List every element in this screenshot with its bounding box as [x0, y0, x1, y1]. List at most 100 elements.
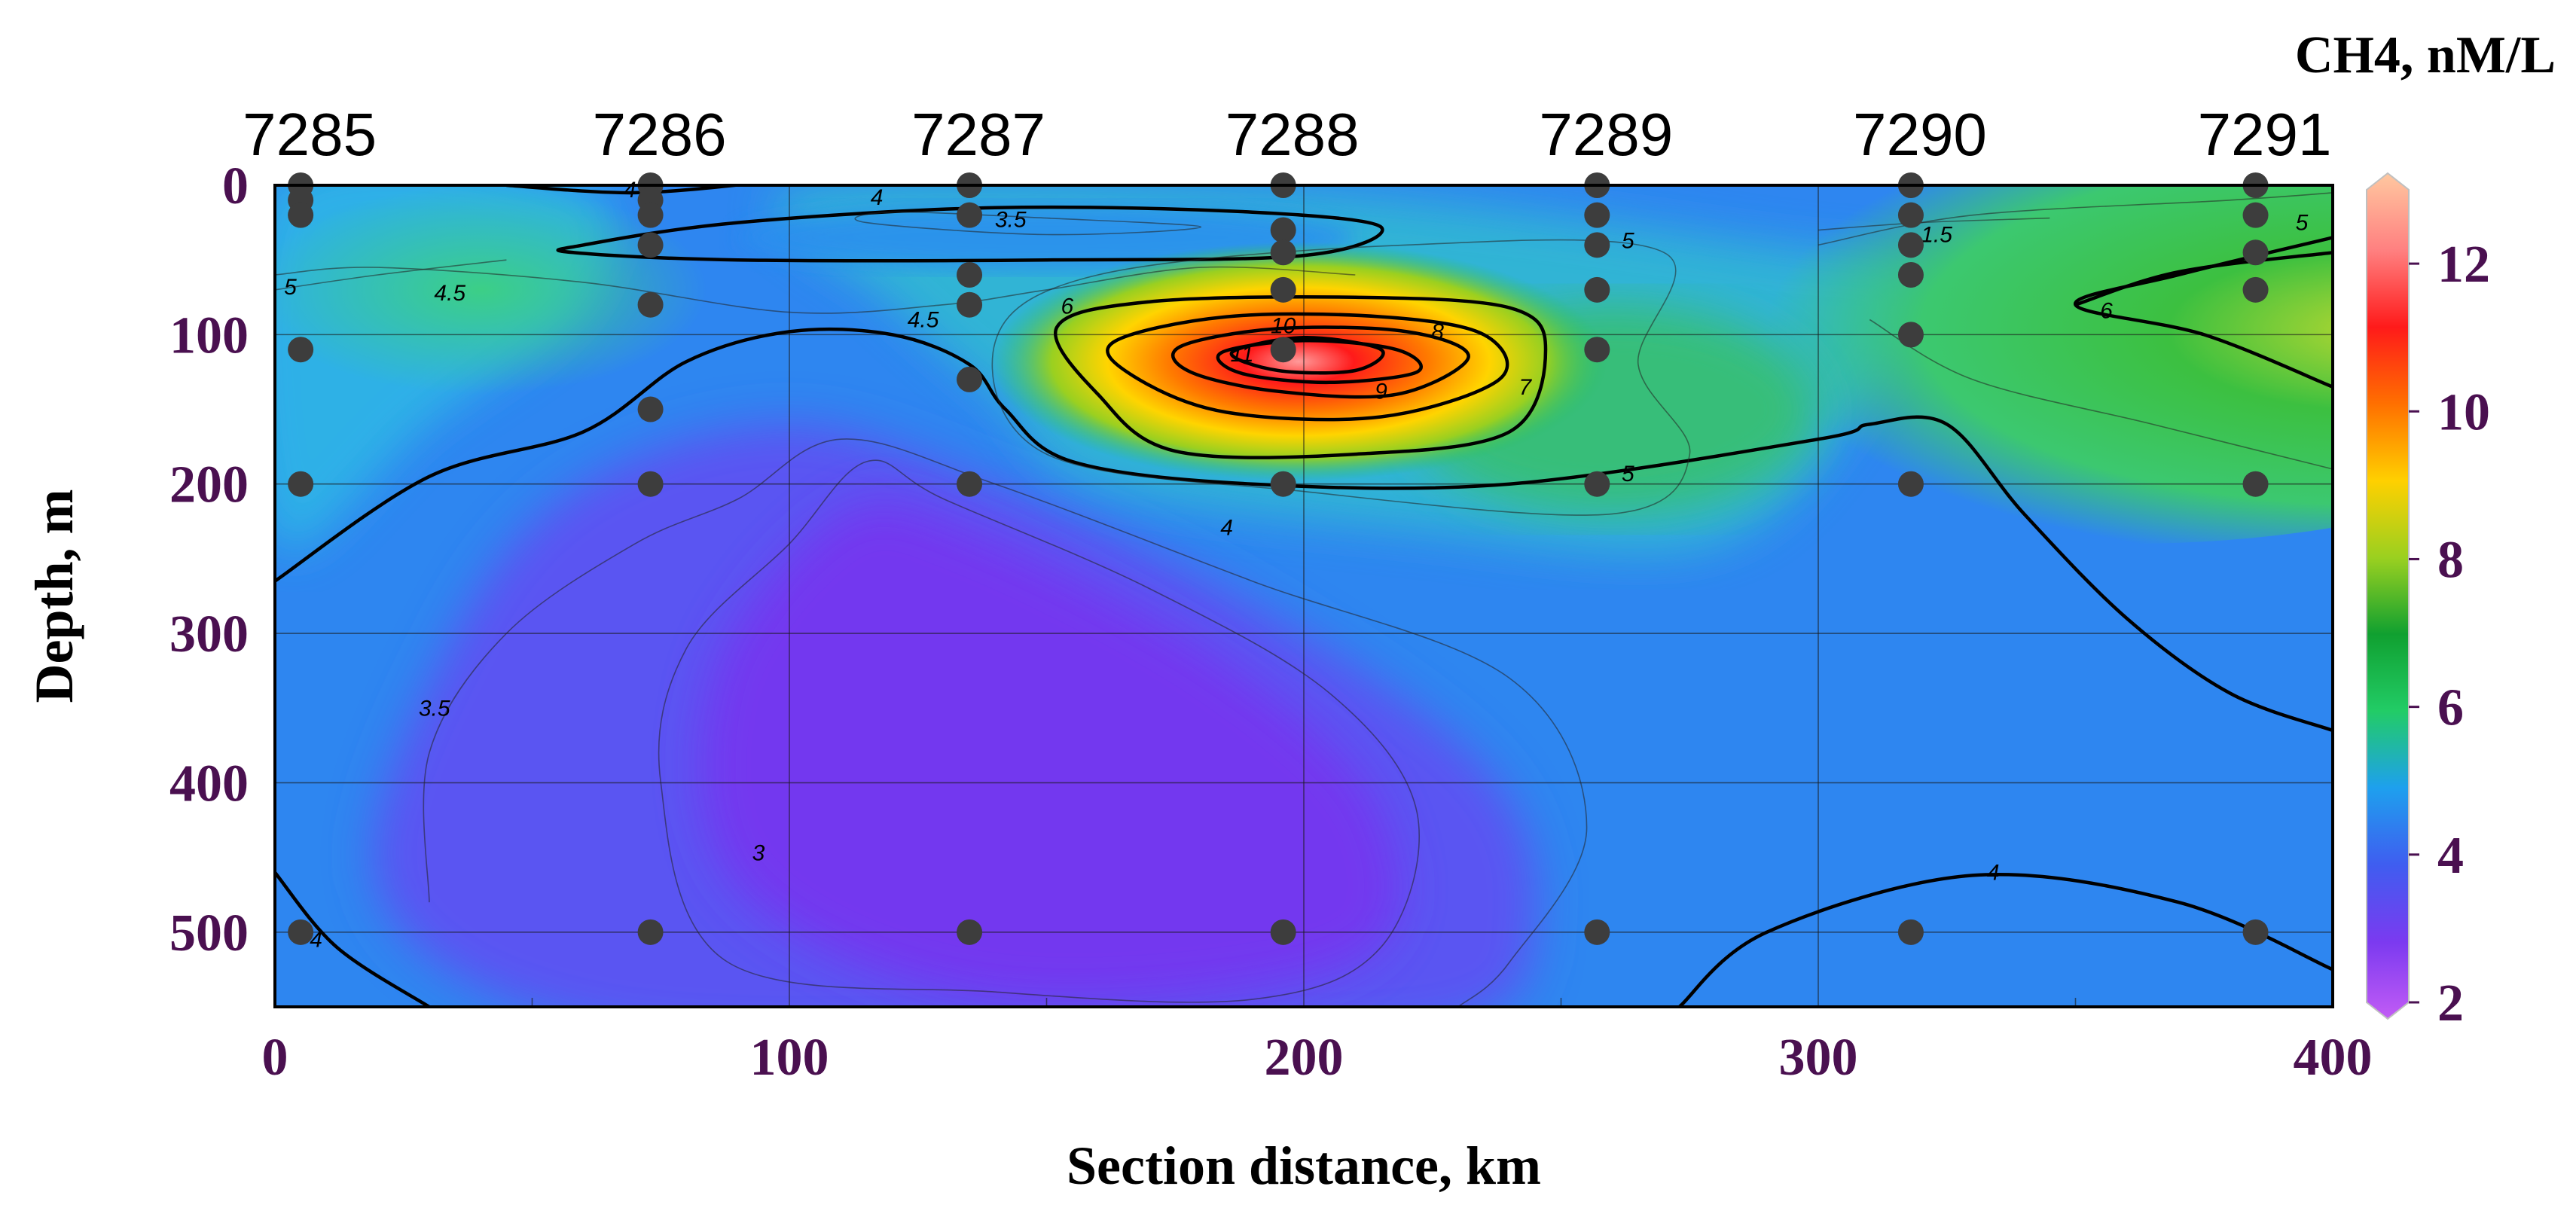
colorbar-tick-label: 8	[2437, 531, 2464, 589]
y-tick-label: 300	[169, 605, 249, 663]
contour-3-5-top	[854, 211, 1202, 236]
contour-label: 4	[1220, 515, 1233, 540]
station-label: 7286	[593, 101, 727, 168]
contour-label: 3.5	[419, 696, 450, 721]
x-tick-label: 100	[750, 1029, 829, 1087]
colorbar-tick-label: 6	[2437, 679, 2464, 737]
contour-6-right	[2074, 251, 2333, 306]
contour-label: 6	[2100, 299, 2113, 324]
colorbar-body	[2366, 172, 2410, 1020]
sample-point	[957, 366, 983, 392]
y-axis-ticks: 0 100 200 300 400 500	[169, 157, 249, 962]
grid-lines	[275, 185, 2333, 1007]
contour-lines	[275, 185, 2333, 1007]
sample-point	[1584, 202, 1610, 228]
y-tick-label: 200	[169, 456, 249, 514]
sample-point	[1584, 919, 1610, 945]
station-label: 7290	[1853, 101, 1987, 168]
contour-label: 7	[1518, 375, 1532, 400]
contour-label: 11	[1230, 342, 1253, 367]
colorbar-tick-label: 12	[2437, 236, 2490, 294]
sample-point	[2242, 919, 2269, 945]
sample-point	[1584, 232, 1610, 258]
contour-5-right	[1818, 192, 2333, 246]
contour-label: 5	[2296, 211, 2309, 236]
contour-6-right-upper	[2074, 236, 2333, 389]
contour-4-bottom	[1678, 872, 2333, 1007]
contour-label: 5	[1622, 462, 1634, 486]
contour-3	[658, 459, 1420, 1003]
concentration-field	[275, 185, 2333, 1007]
sample-point	[1270, 217, 1296, 243]
station-label: 7287	[911, 101, 1045, 168]
sample-point	[957, 471, 983, 497]
contour-label: 3	[752, 841, 765, 866]
sample-point	[288, 471, 314, 497]
sample-point	[1897, 202, 1924, 228]
sample-point	[288, 337, 314, 363]
sample-point	[1897, 262, 1924, 288]
station-label: 7291	[2198, 101, 2332, 168]
sample-point	[637, 291, 664, 318]
sample-point	[2242, 276, 2269, 303]
contour-10	[1229, 336, 1385, 375]
station-label: 7285	[243, 101, 377, 168]
field-hotspot	[990, 242, 1607, 481]
colorbar-title: CH4, nM/L	[2295, 26, 2556, 84]
y-tick-label: 100	[169, 306, 249, 364]
contour-8	[1170, 325, 1470, 399]
sample-point	[2242, 471, 2269, 497]
contour-label: 8	[1431, 319, 1444, 344]
contour-label: 1.5	[1921, 222, 1952, 247]
colorbar-ticks: 2 4 6 8 10 12	[2409, 236, 2490, 1032]
contour-6	[1054, 295, 1548, 459]
contour-label: 4	[1987, 860, 2000, 885]
x-axis-title: Section distance, km	[1067, 1136, 1541, 1196]
contour-1-5	[1818, 217, 2050, 231]
sample-point	[2242, 202, 2269, 228]
y-axis-title: Depth, m	[24, 489, 84, 703]
sample-point	[1270, 919, 1296, 945]
sample-points	[288, 172, 2269, 945]
sample-point	[1584, 471, 1610, 497]
colorbar-tick-label: 2	[2437, 974, 2464, 1032]
contour-3-5	[423, 438, 1588, 1007]
contour-4-bl	[275, 871, 431, 1007]
sample-point	[288, 202, 314, 228]
contour-label: 6	[1061, 294, 1073, 319]
contour-label: 4	[624, 178, 636, 203]
sample-point	[1897, 232, 1924, 258]
sample-point	[1584, 337, 1610, 363]
x-tick-label: 300	[1779, 1029, 1858, 1087]
x-axis-ticks: 0 100 200 300 400	[262, 1029, 2373, 1087]
contour-label: 9	[1375, 380, 1387, 404]
station-labels: 7285 7286 7287 7288 7289 7290 7291	[243, 101, 2331, 168]
y-tick-label: 500	[169, 904, 249, 962]
colorbar-tick-label: 4	[2437, 827, 2464, 885]
sample-point	[957, 919, 983, 945]
sample-point	[637, 202, 664, 228]
x-tick-label: 0	[262, 1029, 288, 1087]
sample-point	[637, 232, 664, 258]
sample-point	[1270, 239, 1296, 266]
contour-label: 3.5	[995, 208, 1027, 233]
contour-4-left-lower	[275, 327, 2333, 733]
sample-point	[288, 919, 314, 945]
station-label: 7289	[1539, 101, 1673, 168]
sample-point	[957, 291, 983, 318]
contour-label: 5	[1622, 228, 1634, 253]
sample-point	[957, 202, 983, 228]
sample-point	[1270, 337, 1296, 363]
sample-point	[1897, 919, 1924, 945]
x-tick-label: 400	[2294, 1029, 2373, 1087]
contour-label: 4.5	[434, 281, 465, 306]
sample-point	[1584, 276, 1610, 303]
y-tick-label: 400	[169, 755, 249, 813]
contour-4-upper-loop	[556, 205, 1384, 263]
sample-point	[1897, 322, 1924, 348]
colorbar-tick-label: 10	[2437, 383, 2490, 441]
sample-point	[1270, 471, 1296, 497]
sample-point	[2242, 239, 2269, 266]
